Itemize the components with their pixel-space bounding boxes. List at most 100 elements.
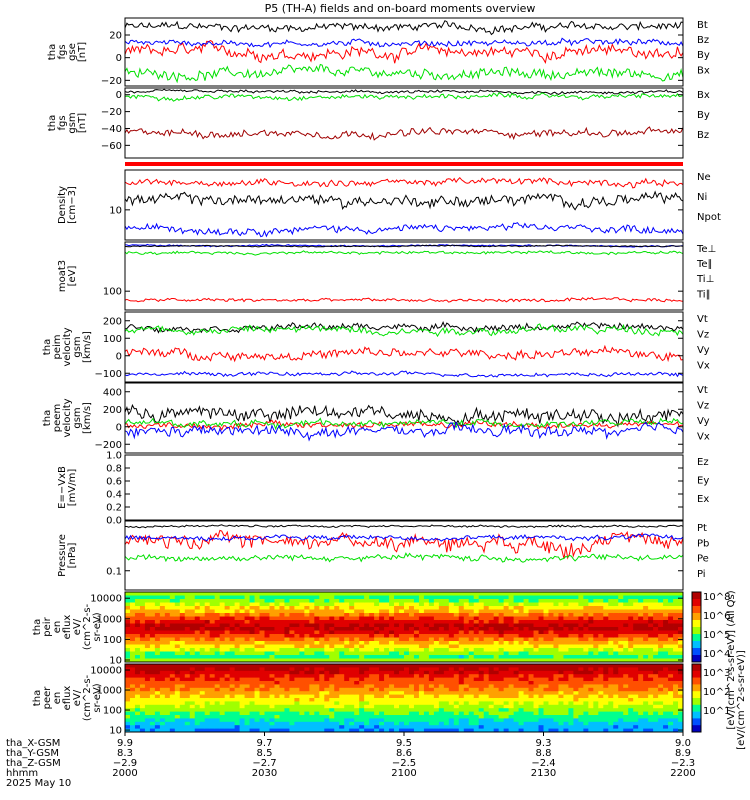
heatmap-cell (194, 599, 201, 603)
heatmap-cell (189, 715, 196, 719)
heatmap-cell (129, 667, 136, 672)
heatmap-cell (134, 644, 141, 649)
heatmap-cell (618, 711, 624, 716)
heatmap-cell (673, 677, 679, 682)
heatmap-cell (144, 595, 151, 600)
series-line-By (124, 92, 684, 102)
heatmap-cell (329, 644, 335, 649)
heatmap-cell (418, 674, 425, 678)
heatmap-cell (164, 630, 171, 635)
heatmap-cell (174, 704, 181, 709)
heatmap-cell (404, 602, 410, 607)
heatmap-cell (643, 728, 649, 733)
heatmap-cell (568, 630, 574, 635)
heatmap-cell (299, 658, 305, 663)
heatmap-cell (339, 708, 345, 712)
heatmap-cell (543, 704, 549, 709)
heatmap-cell (134, 728, 141, 733)
heatmap-cell (678, 681, 684, 685)
heatmap-cell (249, 725, 255, 729)
heatmap-cell (199, 721, 206, 726)
heatmap-cell (369, 684, 375, 689)
heatmap-cell (354, 701, 360, 706)
heatmap-cell (643, 606, 649, 610)
heatmap-cell (344, 602, 350, 607)
heatmap-cell (528, 704, 534, 709)
heatmap-cell (518, 658, 524, 663)
heatmap-cell (399, 620, 405, 624)
heatmap-cell (418, 670, 425, 675)
heatmap-cell (259, 644, 265, 649)
heatmap-cell (194, 627, 201, 631)
heatmap-cell (573, 644, 579, 649)
heatmap-cell (154, 721, 161, 726)
heatmap-cell (329, 606, 335, 610)
heatmap-cell (269, 698, 275, 702)
series-line-Ti⊥ (124, 296, 684, 303)
heatmap-cell (254, 701, 260, 706)
heatmap-cell (224, 644, 231, 649)
heatmap-cell (314, 708, 320, 712)
heatmap-cell (384, 651, 390, 656)
heatmap-cell (488, 674, 495, 678)
heatmap-cell (334, 694, 340, 699)
heatmap-cell (149, 651, 156, 656)
heatmap-cell (174, 613, 181, 617)
heatmap-cell (364, 691, 370, 695)
heatmap-cell (523, 602, 529, 607)
heatmap-cell (483, 641, 490, 645)
heatmap-cell (349, 664, 355, 668)
heatmap-cell (169, 634, 176, 638)
heatmap-cell (518, 694, 524, 699)
heatmap-cell (319, 606, 325, 610)
heatmap-cell (578, 644, 584, 649)
heatmap-cell (219, 681, 226, 685)
heatmap-cell (458, 698, 465, 702)
heatmap-cell (588, 599, 594, 603)
heatmap-cell (304, 694, 310, 699)
heatmap-cell (234, 655, 240, 659)
heatmap-cell (284, 725, 290, 729)
heatmap-cell (374, 658, 380, 663)
heatmap-cell (359, 711, 365, 716)
heatmap-cell (583, 677, 589, 682)
heatmap-cell (423, 620, 430, 624)
heatmap-cell (658, 704, 664, 709)
heatmap-cell (438, 595, 445, 600)
heatmap-cell (324, 718, 330, 723)
heatmap-cell (593, 687, 599, 692)
heatmap-cell (249, 674, 255, 678)
heatmap-cell (339, 658, 345, 663)
heatmap-cell (628, 644, 634, 649)
heatmap-cell (563, 677, 569, 682)
heatmap-cell (593, 698, 599, 702)
heatmap-cell (179, 637, 186, 642)
heatmap-cell (518, 648, 524, 652)
heatmap-cell (279, 651, 285, 656)
heatmap-cell (209, 651, 216, 656)
heatmap-cell (528, 694, 534, 699)
heatmap-cell (413, 677, 420, 682)
heatmap-cell (458, 701, 465, 706)
heatmap-cell (274, 599, 280, 603)
heatmap-cell (289, 691, 295, 695)
heatmap-cell (134, 648, 141, 652)
heatmap-cell (438, 721, 445, 726)
heatmap-cell (538, 620, 544, 624)
heatmap-cell (508, 711, 514, 716)
heatmap-cell (274, 694, 280, 699)
heatmap-cell (578, 677, 584, 682)
heatmap-cell (468, 616, 475, 621)
heatmap-cell (563, 670, 569, 675)
heatmap-cell (189, 677, 196, 682)
heatmap-cell (568, 684, 574, 689)
heatmap-cell (423, 674, 430, 678)
heatmap-cell (618, 634, 624, 638)
heatmap-cell (264, 684, 270, 689)
heatmap-cell (528, 616, 534, 621)
heatmap-cell (488, 694, 495, 699)
heatmap-cell (399, 602, 405, 607)
heatmap-cell (663, 599, 669, 603)
heatmap-cell (174, 725, 181, 729)
heatmap-cell (264, 644, 270, 649)
